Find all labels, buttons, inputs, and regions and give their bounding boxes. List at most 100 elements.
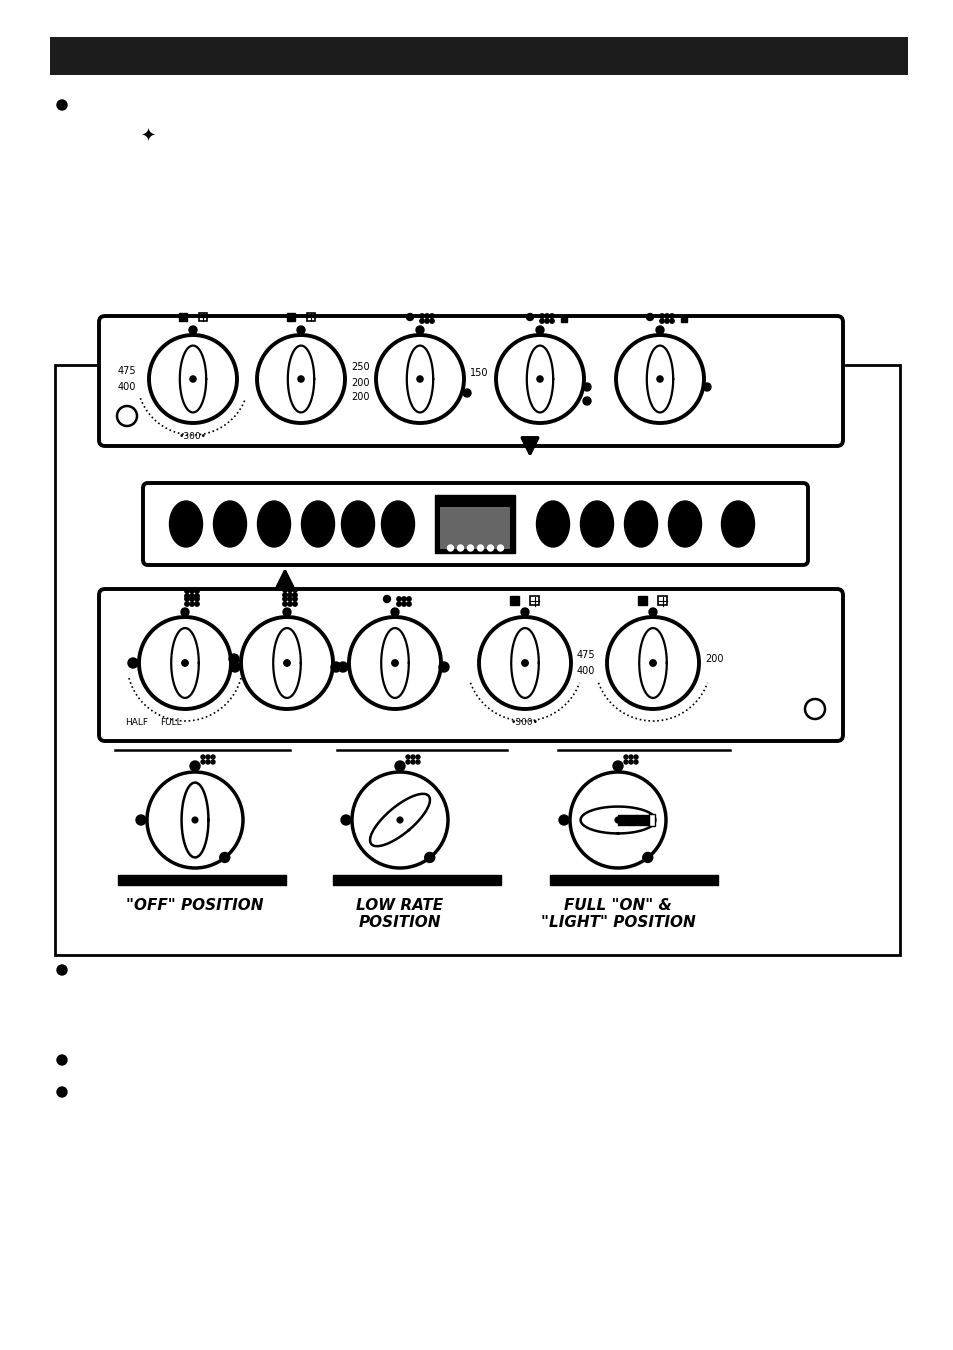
Circle shape <box>419 319 424 323</box>
Circle shape <box>544 319 549 323</box>
Circle shape <box>438 662 449 672</box>
Circle shape <box>646 313 653 320</box>
Circle shape <box>194 602 199 606</box>
Circle shape <box>392 660 397 666</box>
Circle shape <box>296 325 305 333</box>
Circle shape <box>424 852 435 863</box>
Text: FULL "ON" &
"LIGHT" POSITION: FULL "ON" & "LIGHT" POSITION <box>540 898 695 930</box>
Circle shape <box>401 602 406 606</box>
Bar <box>440 508 510 549</box>
Circle shape <box>657 375 662 382</box>
Circle shape <box>536 325 543 333</box>
Text: 150: 150 <box>470 369 488 378</box>
Ellipse shape <box>668 501 700 547</box>
Polygon shape <box>171 628 198 698</box>
Polygon shape <box>511 628 538 698</box>
Text: 475: 475 <box>577 649 595 660</box>
Polygon shape <box>526 346 553 413</box>
Circle shape <box>616 335 703 423</box>
Circle shape <box>206 755 210 759</box>
Circle shape <box>582 397 590 405</box>
Text: 400: 400 <box>577 666 595 676</box>
Circle shape <box>288 597 292 601</box>
Circle shape <box>337 662 348 672</box>
Circle shape <box>190 375 196 382</box>
Circle shape <box>383 595 390 602</box>
Circle shape <box>478 617 571 709</box>
Circle shape <box>664 313 668 319</box>
Bar <box>435 495 515 554</box>
Circle shape <box>57 1087 67 1098</box>
Circle shape <box>416 755 419 759</box>
Circle shape <box>419 313 424 319</box>
Text: 400: 400 <box>117 382 136 391</box>
Circle shape <box>606 617 699 709</box>
Ellipse shape <box>381 501 414 547</box>
Text: HALF: HALF <box>125 718 148 728</box>
Circle shape <box>634 755 638 759</box>
Circle shape <box>349 617 440 709</box>
Ellipse shape <box>257 501 291 547</box>
Ellipse shape <box>301 501 335 547</box>
Circle shape <box>520 608 529 616</box>
Circle shape <box>539 313 543 319</box>
Circle shape <box>406 313 413 320</box>
Circle shape <box>241 617 333 709</box>
Bar <box>550 875 718 886</box>
Circle shape <box>462 389 471 397</box>
Circle shape <box>211 760 214 764</box>
Polygon shape <box>273 628 300 698</box>
Circle shape <box>416 760 419 764</box>
Circle shape <box>582 383 590 392</box>
Circle shape <box>406 597 411 601</box>
Circle shape <box>628 755 633 759</box>
Polygon shape <box>181 783 208 857</box>
Circle shape <box>206 760 210 764</box>
Bar <box>618 814 649 825</box>
Circle shape <box>487 545 493 551</box>
Polygon shape <box>580 806 655 833</box>
Circle shape <box>477 545 483 551</box>
Circle shape <box>136 815 146 825</box>
Bar <box>560 316 566 323</box>
Circle shape <box>288 587 292 593</box>
Text: LOW RATE
POSITION: LOW RATE POSITION <box>356 898 443 930</box>
Circle shape <box>189 325 196 333</box>
Polygon shape <box>646 346 673 413</box>
Circle shape <box>219 852 230 863</box>
Circle shape <box>190 597 194 601</box>
Circle shape <box>623 755 627 759</box>
Circle shape <box>190 589 194 593</box>
Ellipse shape <box>720 501 754 547</box>
Bar <box>638 597 647 606</box>
Circle shape <box>406 602 411 606</box>
Circle shape <box>128 657 138 668</box>
Polygon shape <box>381 628 409 698</box>
Text: 475: 475 <box>117 366 136 377</box>
Circle shape <box>569 772 665 868</box>
Circle shape <box>192 817 197 824</box>
Circle shape <box>649 660 656 666</box>
Circle shape <box>430 313 434 319</box>
Bar <box>199 313 207 321</box>
Bar <box>680 316 686 323</box>
Circle shape <box>139 617 231 709</box>
Circle shape <box>430 319 434 323</box>
Circle shape <box>395 761 405 771</box>
Circle shape <box>396 602 401 606</box>
Polygon shape <box>406 346 433 413</box>
Circle shape <box>537 375 542 382</box>
Circle shape <box>293 587 297 593</box>
Text: 200: 200 <box>351 392 369 402</box>
Circle shape <box>539 319 543 323</box>
Text: 200: 200 <box>704 653 722 664</box>
Circle shape <box>211 755 214 759</box>
Circle shape <box>558 815 568 825</box>
Circle shape <box>293 597 297 601</box>
Circle shape <box>181 608 189 616</box>
Circle shape <box>424 319 429 323</box>
Circle shape <box>282 602 287 606</box>
Circle shape <box>352 772 448 868</box>
Text: 250: 250 <box>351 362 369 373</box>
Circle shape <box>401 597 406 601</box>
